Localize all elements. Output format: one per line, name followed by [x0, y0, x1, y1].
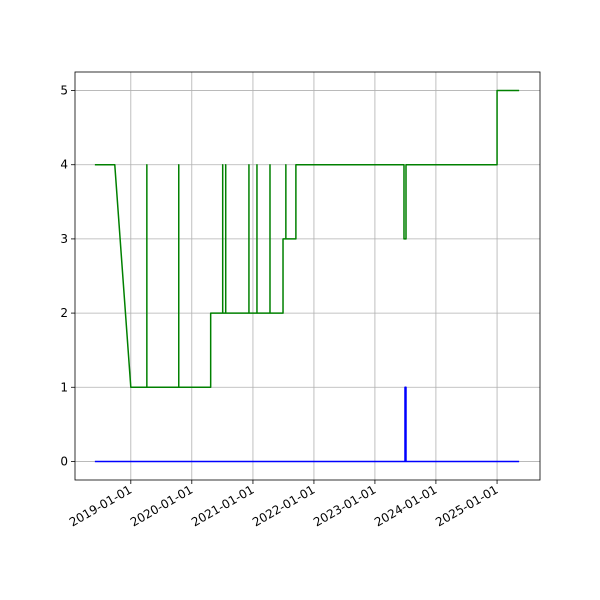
- line-series: [94, 89, 520, 389]
- y-tick-label: 4: [60, 158, 68, 172]
- y-tick-label: 1: [60, 380, 68, 394]
- line-series: [94, 386, 520, 463]
- y-tick-label: 2: [60, 306, 68, 320]
- y-tick-label: 0: [60, 454, 68, 468]
- plot-frame: [74, 71, 541, 481]
- y-tick-label: 3: [60, 232, 68, 246]
- y-tick-label: 5: [60, 84, 68, 98]
